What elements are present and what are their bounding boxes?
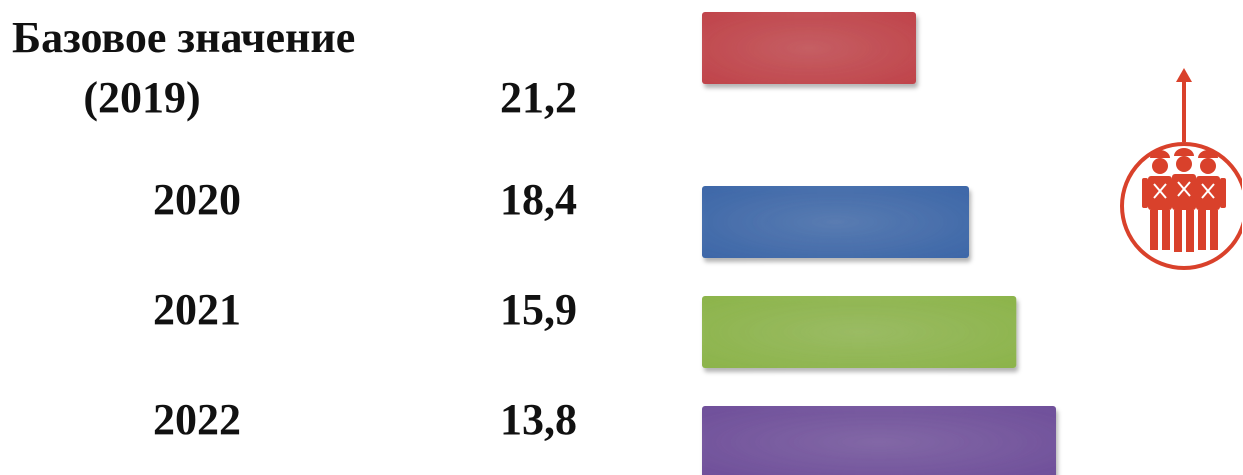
category-label-2021: 2021 xyxy=(153,285,241,334)
bar-1 xyxy=(702,186,969,258)
value-label-2020: 18,4 xyxy=(500,175,577,224)
category-label-baseline-line2: (2019) xyxy=(83,73,201,122)
bar-2 xyxy=(702,296,1017,368)
bar-0 xyxy=(702,12,916,84)
value-label-2021: 15,9 xyxy=(500,285,577,334)
value-label-2022: 13,8 xyxy=(500,395,577,444)
value-label-baseline: 21,2 xyxy=(500,73,577,122)
category-label-2022: 2022 xyxy=(153,395,241,444)
category-label-2020: 2020 xyxy=(153,175,241,224)
workers-in-circle-with-up-arrow-icon xyxy=(1120,68,1242,270)
bar-3 xyxy=(702,406,1056,475)
category-label-baseline-line1: Базовое значение xyxy=(12,13,356,62)
